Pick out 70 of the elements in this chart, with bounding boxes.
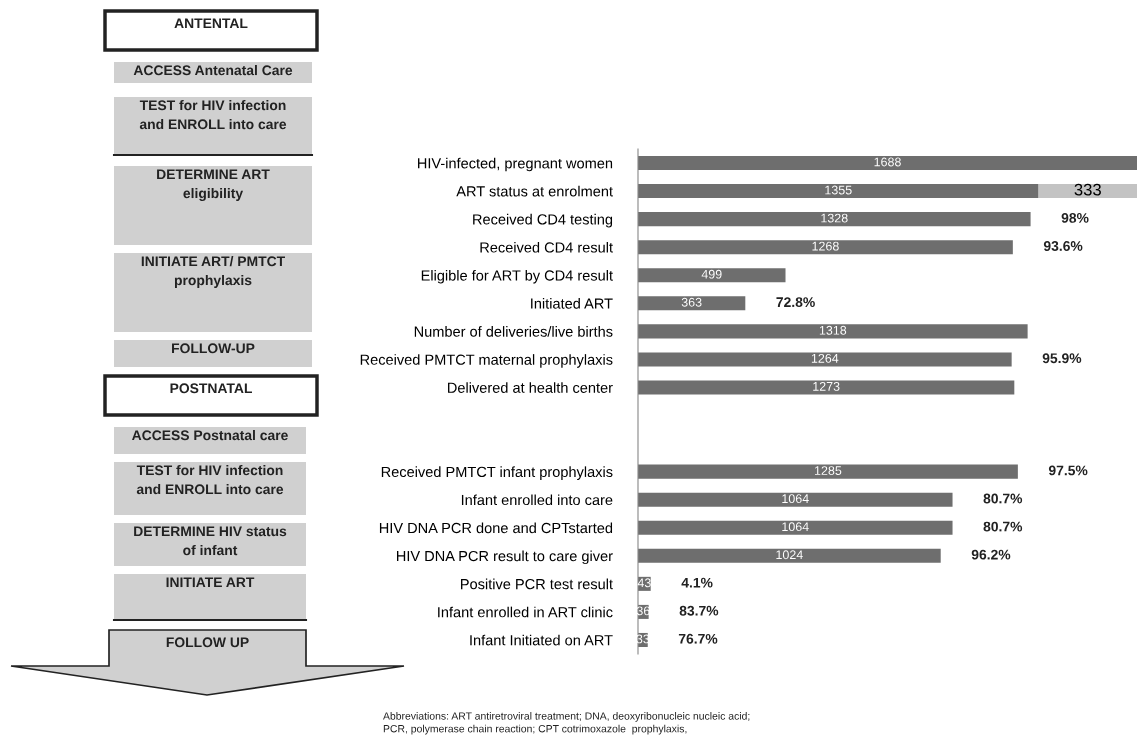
y-tick-label: Positive PCR test result	[461, 578, 613, 590]
bar	[638, 240, 1013, 255]
text: ACCESS Antenatal Care	[133, 65, 293, 76]
text: FOLLOW UP	[166, 637, 249, 648]
annotation: 95.9%	[1042, 353, 1082, 364]
data-label: 1355	[825, 185, 852, 195]
bar	[638, 156, 1137, 171]
text: FOLLOW-UP	[172, 343, 255, 354]
bar	[638, 380, 1015, 395]
y-tick-label: Received PMTCT infant prophylaxis	[381, 466, 613, 480]
bar	[638, 548, 941, 563]
y-tick-label: Infant Initiated on ART	[470, 634, 613, 646]
text: INITIATE ART	[166, 577, 255, 588]
y-tick-label: Eligible for ART by CD4 result	[421, 269, 613, 284]
data-label: 1273	[813, 381, 840, 391]
annotation: 97.5%	[1048, 465, 1088, 476]
bar	[638, 212, 1031, 227]
y-tick-label: Delivered at health center	[448, 382, 613, 393]
data-label: 333	[1074, 183, 1101, 196]
data-label: 36	[636, 606, 650, 616]
annotation: 98%	[1061, 213, 1089, 223]
annotation: 76.7%	[678, 633, 718, 644]
text: ANTENTAL	[174, 18, 248, 29]
bar	[638, 296, 746, 311]
y-tick-label: ART status at enrolment	[456, 185, 613, 197]
data-label: 1268	[812, 241, 839, 251]
y-tick-label: HIV-infected, pregnant women	[418, 157, 613, 172]
y-tick-label: Number of deliveries/live births	[414, 326, 613, 337]
annotation: 83.7%	[679, 605, 719, 616]
y-tick-label: HIV DNA PCR done and CPTstarted	[379, 522, 613, 534]
bar	[638, 268, 786, 283]
text: POSTNATAL	[170, 383, 252, 394]
text: TEST for HIV infection and ENROLL into care	[139, 100, 287, 130]
y-tick-label: Initiated ART	[531, 298, 613, 309]
annotation: 80.7%	[983, 521, 1023, 532]
y-tick-label: Received CD4 testing	[473, 213, 613, 228]
bar	[638, 464, 1018, 479]
annotation: 96.2%	[971, 549, 1011, 560]
data-label: 1688	[874, 157, 901, 167]
data-label: 1064	[782, 522, 809, 532]
data-label: 1285	[814, 466, 842, 475]
text: Abbreviations: ART antiretroviral treatment; DNA, deoxyribonucleic nucleic acid; PCR, polymerase chain reaction; CPT cotrimoxazole prophylaxis,	[383, 712, 750, 735]
text: DETERMINE ART eligibility	[157, 169, 270, 201]
bar	[1038, 184, 1137, 199]
annotation: 72.8%	[776, 297, 815, 308]
y-tick-label: Received CD4 result	[480, 241, 613, 253]
annotation: 93.6%	[1043, 241, 1083, 251]
bar	[638, 492, 953, 507]
data-label: 1064	[782, 494, 809, 504]
annotation: 4.1%	[681, 577, 713, 588]
data-label: 363	[681, 297, 702, 307]
text: TEST for HIV infection and ENROLL into care	[136, 465, 284, 495]
data-label: 499	[701, 269, 722, 279]
y-tick-label: Infant enrolled into care	[461, 494, 613, 506]
bar	[638, 324, 1028, 339]
data-label: 1318	[819, 325, 847, 335]
text: DETERMINE HIV status of infant	[134, 526, 287, 556]
annotation: 80.7%	[983, 493, 1023, 504]
text: INITIATE ART/ PMTCT prophylaxis	[141, 256, 285, 288]
data-label: 1328	[821, 213, 848, 223]
text: ACCESS Postnatal care	[132, 430, 288, 441]
bar	[638, 352, 1012, 367]
data-label: 1024	[776, 550, 803, 560]
data-label: 43	[637, 578, 651, 588]
bar	[638, 520, 953, 535]
data-label: 1264	[811, 353, 839, 363]
y-tick-label: HIV DNA PCR result to care giver	[397, 550, 613, 565]
y-tick-label: Received PMTCT maternal prophylaxis	[360, 354, 613, 368]
bar	[638, 184, 1039, 199]
y-tick-label: Infant enrolled in ART clinic	[438, 606, 613, 618]
